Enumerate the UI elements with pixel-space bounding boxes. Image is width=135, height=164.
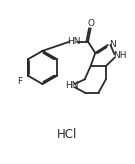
Text: NH: NH [113, 51, 127, 60]
Text: F: F [17, 77, 22, 86]
Text: O: O [88, 19, 95, 28]
Text: HN: HN [67, 37, 80, 46]
Text: HCl: HCl [57, 128, 78, 141]
Text: N: N [109, 40, 116, 49]
Text: HN: HN [65, 82, 78, 91]
